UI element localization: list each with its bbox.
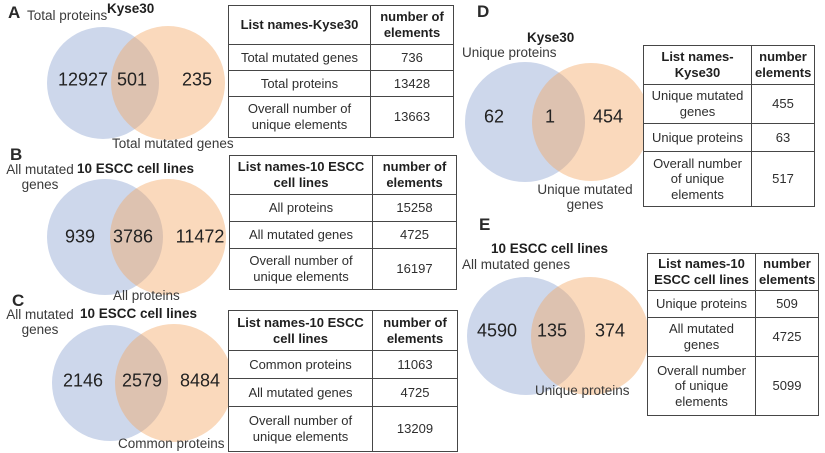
panel-letter: B <box>10 145 23 164</box>
table-cell-name: All proteins <box>229 194 373 222</box>
venn-bottom-label: Total mutated genes <box>112 136 234 151</box>
venn-circle-right <box>115 324 233 442</box>
table-cell-value: 5099 <box>755 356 819 416</box>
table-header-list-names: List names-10 ESCC cell lines <box>647 253 756 291</box>
table-cell-name: Overall number of unique elements <box>228 96 371 138</box>
table-cell-name: Unique proteins <box>643 123 752 152</box>
venn-count-left: 4590 <box>476 320 518 341</box>
venn-count-middle: 3786 <box>112 226 154 247</box>
panel-letter: C <box>12 291 25 310</box>
venn-count-left: 939 <box>64 226 96 247</box>
table-header-list-names: List names-Kyse30 <box>228 5 371 45</box>
venn-circle-right <box>531 277 649 395</box>
table-header-number: number elements <box>755 253 819 291</box>
table-header-number: number of elements <box>372 155 457 195</box>
table-cell-value: 4725 <box>372 378 458 407</box>
venn-count-right: 8484 <box>179 370 221 391</box>
venn-count-middle: 1 <box>544 106 556 127</box>
table-cell-name: Overall number of unique elements <box>643 151 752 207</box>
venn-count-left: 62 <box>483 106 505 127</box>
panel-letter: A <box>8 3 21 22</box>
table-cell-value: 517 <box>751 151 815 207</box>
venn-left-label: All mutated genes <box>462 257 571 272</box>
venn-circle-left <box>47 27 159 139</box>
data-table: List names-10 ESCC cell lines number of … <box>229 155 457 290</box>
venn-left-label: Unique proteins <box>462 45 557 60</box>
table-header-list-names: List names-10 ESCC cell lines <box>229 155 373 195</box>
panel-letter: D <box>477 2 490 21</box>
venn-title: 10 ESCC cell lines <box>80 306 198 321</box>
venn-left-label: All mutated genes <box>6 307 74 337</box>
venn-count-right: 11472 <box>175 226 225 247</box>
venn-bottom-label: Unique mutated genes <box>537 182 633 212</box>
venn-count-right: 235 <box>181 69 213 90</box>
venn-left-label: All mutated genes <box>6 162 74 192</box>
data-table: List names-10 ESCC cell lines number of … <box>228 310 458 452</box>
table-cell-name: Total proteins <box>228 70 371 97</box>
venn-count-left: 2146 <box>62 370 104 391</box>
table-cell-name: All mutated genes <box>647 317 756 357</box>
table-header-list-names: List names-Kyse30 <box>643 45 752 85</box>
table-cell-name: Total mutated genes <box>228 44 371 71</box>
venn-bottom-label: Unique proteins <box>535 383 630 398</box>
venn-count-middle: 135 <box>536 320 568 341</box>
venn-bottom-label: Common proteins <box>118 436 225 451</box>
table-header-number: number of elements <box>370 5 454 45</box>
venn-count-left: 12927 <box>57 69 109 90</box>
table-header-number: number of elements <box>372 310 458 351</box>
venn-count-right: 454 <box>592 106 624 127</box>
table-cell-value: 63 <box>751 123 815 152</box>
venn-circle-right <box>111 26 225 140</box>
table-cell-value: 4725 <box>755 317 819 357</box>
table-cell-name: Overall number of unique elements <box>228 406 373 452</box>
venn-count-right: 374 <box>594 320 626 341</box>
venn-title: 10 ESCC cell lines <box>491 241 609 256</box>
panel-letter: E <box>479 215 491 234</box>
table-cell-value: 736 <box>370 44 454 71</box>
table-cell-name: Unique proteins <box>647 290 756 318</box>
table-cell-name: All mutated genes <box>228 378 373 407</box>
table-cell-name: Overall number of unique elements <box>647 356 756 416</box>
venn-count-middle: 501 <box>116 69 148 90</box>
venn-circle-left <box>47 179 163 295</box>
venn-circle-left <box>465 62 585 182</box>
data-table: List names-Kyse30 number of elements Tot… <box>228 5 454 138</box>
venn-title: Kyse30 <box>527 30 575 45</box>
table-cell-name: All mutated genes <box>229 221 373 249</box>
table-cell-value: 4725 <box>372 221 457 249</box>
table-header-list-names: List names-10 ESCC cell lines <box>228 310 373 351</box>
venn-left-label: Total proteins <box>27 8 108 23</box>
table-cell-name: Common proteins <box>228 350 373 379</box>
table-cell-value: 15258 <box>372 194 457 222</box>
table-cell-value: 13428 <box>370 70 454 97</box>
venn-circle-left <box>467 277 585 395</box>
table-cell-value: 509 <box>755 290 819 318</box>
venn-circle-right <box>532 63 650 181</box>
table-cell-value: 13209 <box>372 406 458 452</box>
table-cell-name: Overall number of unique elements <box>229 248 373 290</box>
table-header-number: number elements <box>751 45 815 85</box>
venn-bottom-label: All proteins <box>113 288 180 303</box>
table-cell-value: 13663 <box>370 96 454 138</box>
data-table: List names-Kyse30 number elements Unique… <box>643 45 815 207</box>
venn-circle-right <box>110 179 226 295</box>
venn-circle-left <box>52 325 168 441</box>
table-cell-name: Unique mutated genes <box>643 84 752 124</box>
table-cell-value: 16197 <box>372 248 457 290</box>
venn-count-middle: 2579 <box>121 370 163 391</box>
table-cell-value: 11063 <box>372 350 458 379</box>
data-table: List names-10 ESCC cell lines number ele… <box>647 253 819 416</box>
venn-title: Kyse30 <box>107 1 155 16</box>
table-cell-value: 455 <box>751 84 815 124</box>
venn-title: 10 ESCC cell lines <box>77 161 195 176</box>
